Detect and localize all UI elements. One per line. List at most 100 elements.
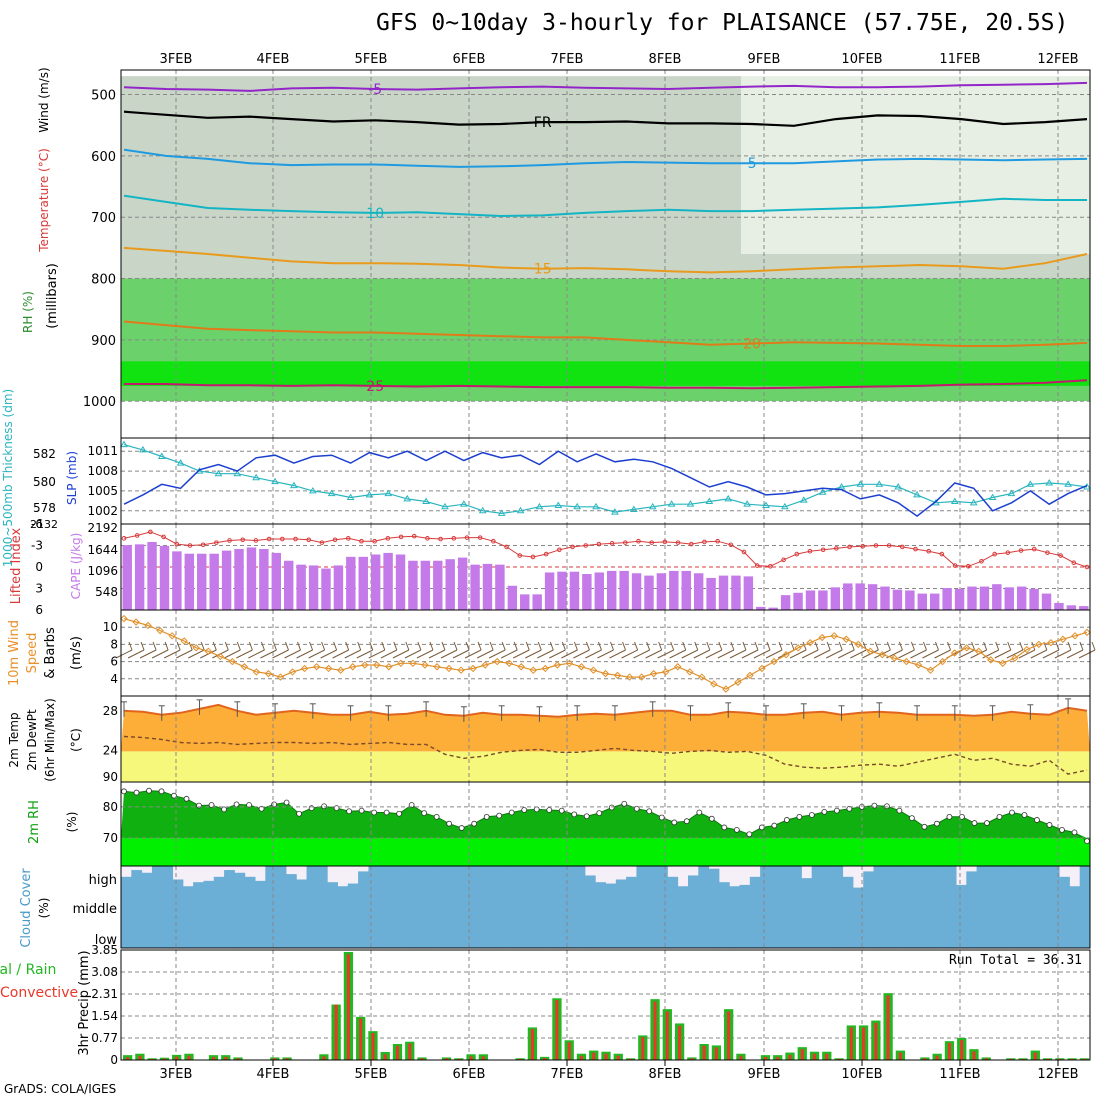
cape-bar bbox=[557, 571, 567, 610]
lifted-marker bbox=[715, 538, 720, 544]
wind-axis-label-2: Speed bbox=[25, 633, 40, 674]
wind-speed-marker bbox=[361, 661, 369, 669]
wind-barb-flag bbox=[826, 641, 831, 651]
temp-unit-label: (°C) bbox=[69, 728, 83, 752]
cloud-bar bbox=[801, 878, 813, 893]
rh-marker bbox=[483, 813, 490, 820]
cloud-bar bbox=[234, 893, 246, 920]
cloud-bar bbox=[626, 876, 637, 893]
cape-bar bbox=[172, 551, 182, 610]
cape-bar bbox=[818, 590, 828, 610]
date-label-top: 9FEB bbox=[748, 52, 781, 67]
precip-convective-bar bbox=[236, 1058, 240, 1060]
cloud-bar bbox=[368, 866, 380, 893]
cloud-bar bbox=[213, 893, 225, 920]
cloud-bar bbox=[368, 920, 380, 948]
wind-barb-flag bbox=[417, 641, 422, 651]
cape-bar bbox=[992, 584, 1002, 610]
rh-marker bbox=[521, 807, 528, 813]
cloud-bar bbox=[749, 876, 761, 893]
cloud-bar bbox=[265, 866, 277, 893]
wind-speed-marker bbox=[902, 657, 911, 666]
wind-barb bbox=[236, 649, 253, 659]
cloud-bar bbox=[1028, 893, 1039, 920]
cloud-bar bbox=[729, 893, 741, 920]
lifted-marker bbox=[820, 547, 826, 553]
wind-barb bbox=[922, 649, 939, 659]
cape-bar bbox=[209, 553, 219, 610]
cloud-bar bbox=[244, 920, 256, 948]
precip-label-rain: tal / Rain bbox=[0, 962, 56, 978]
rh-marker bbox=[1084, 838, 1090, 845]
wind-barb-flag bbox=[393, 641, 398, 651]
wind-barb bbox=[1042, 649, 1060, 659]
cloud-bar bbox=[842, 920, 854, 948]
wind-speed-marker bbox=[1035, 640, 1043, 649]
cape-bar bbox=[520, 594, 530, 610]
wind-barb-flag bbox=[898, 641, 903, 651]
precip-convective-bar bbox=[1021, 1058, 1025, 1060]
rh-marker bbox=[221, 806, 227, 813]
cloud-bar bbox=[141, 893, 153, 920]
cloud-bar bbox=[461, 920, 472, 948]
cloud-bar bbox=[316, 866, 328, 893]
cloud-bar bbox=[255, 920, 266, 948]
wind-barb-flag bbox=[345, 641, 350, 651]
wind-barb-flag bbox=[297, 641, 301, 651]
lifted-marker bbox=[1045, 550, 1050, 555]
cloud-bar bbox=[1007, 893, 1019, 920]
cloud-bar bbox=[553, 920, 565, 948]
cape-bar bbox=[296, 564, 306, 610]
cloud-bar bbox=[852, 893, 864, 920]
cloud-bar bbox=[337, 886, 349, 893]
cloud-bar bbox=[760, 893, 771, 920]
cloud-bar bbox=[986, 920, 998, 948]
cape-bar bbox=[184, 553, 195, 610]
cloud-bar bbox=[749, 893, 761, 920]
precip-convective-bar bbox=[150, 1058, 154, 1060]
cloud-bar bbox=[203, 880, 215, 893]
rh-marker bbox=[171, 792, 177, 799]
cape-bar bbox=[445, 559, 455, 610]
cloud-bar bbox=[389, 893, 400, 920]
wind-barb-flag bbox=[357, 641, 362, 651]
cloud-bar bbox=[193, 882, 204, 893]
wind-speed-marker bbox=[818, 633, 826, 642]
cloud-bar bbox=[1048, 866, 1060, 893]
cloud-bar bbox=[1038, 893, 1050, 920]
wind-speed-marker bbox=[986, 656, 995, 664]
cloud-bar bbox=[306, 893, 318, 920]
wind-barb-flag bbox=[634, 641, 639, 651]
cloud-bar bbox=[378, 893, 390, 920]
rh-marker bbox=[846, 805, 853, 812]
wind-barb-flag bbox=[718, 641, 723, 651]
thickness-marker bbox=[384, 489, 393, 497]
cloud-bar bbox=[955, 884, 967, 893]
cape-bar bbox=[370, 554, 381, 610]
cloud-bar bbox=[925, 893, 936, 920]
precip-convective-bar bbox=[371, 1032, 375, 1060]
wind-barb-flag bbox=[971, 641, 976, 651]
cloud-bar bbox=[543, 920, 555, 948]
wind-speed-marker bbox=[686, 668, 694, 676]
rh-marker bbox=[196, 802, 202, 809]
lifted-marker bbox=[702, 539, 707, 545]
wind-barb bbox=[1006, 649, 1023, 659]
lifted-marker bbox=[609, 541, 615, 546]
wind-barb bbox=[260, 649, 277, 659]
thickness-marker bbox=[573, 502, 582, 510]
wind-barb-flag bbox=[513, 641, 518, 651]
precip-convective-bar bbox=[408, 1043, 412, 1060]
cape-bar bbox=[631, 573, 642, 610]
cloud-bar bbox=[255, 893, 266, 920]
thickness-marker bbox=[478, 506, 487, 514]
cloud-bar bbox=[811, 893, 823, 920]
wind-speed-marker bbox=[589, 666, 598, 674]
lifted-marker bbox=[886, 543, 892, 548]
cape-bar bbox=[246, 547, 257, 610]
rh-marker bbox=[396, 810, 403, 817]
rh-marker bbox=[871, 802, 878, 809]
cloud-bar bbox=[306, 920, 318, 948]
cape-bar bbox=[333, 565, 344, 610]
cloud-bar bbox=[780, 893, 792, 920]
